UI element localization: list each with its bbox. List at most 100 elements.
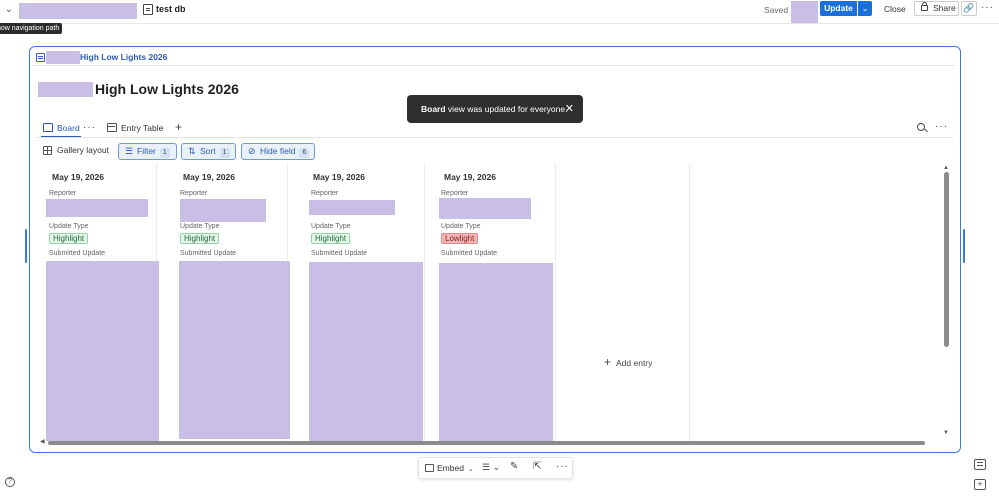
sort-count: 1: [219, 148, 230, 158]
toast-notification: Board view was updated for everyone. ✕: [407, 95, 583, 123]
close-icon[interactable]: ✕: [564, 103, 574, 115]
update-type-badge: Highlight: [311, 233, 351, 244]
sort-label: Sort: [200, 146, 216, 156]
board-column[interactable]: May 19, 2026 Reporter Update Type Highli…: [168, 163, 290, 441]
board-column[interactable]: May 19, 2026 Reporter Update Type Highli…: [305, 163, 425, 441]
toast-text: view was updated for everyone.: [445, 104, 568, 114]
board-column[interactable]: May 19, 2026 Reporter Update Type Lowlig…: [436, 163, 556, 441]
vertical-scrollbar[interactable]: ▲ ▼: [943, 165, 950, 438]
embed-toolbar: Embed ⌄ ☰ ⌄ ✎ ⇱ ···: [418, 457, 573, 479]
update-type-label: Update Type: [441, 223, 481, 230]
more-icon[interactable]: ···: [83, 122, 96, 133]
document-icon: [143, 4, 153, 15]
tab-board-label: Board: [57, 123, 80, 133]
update-button[interactable]: Update: [820, 1, 857, 16]
submitted-update-redacted: [309, 262, 423, 441]
reporter-label: Reporter: [49, 190, 77, 197]
align-icon[interactable]: ☰ ⌄: [482, 462, 501, 472]
board-view: May 19, 2026 Reporter Update Type Highli…: [37, 163, 953, 441]
gallery-layout-button[interactable]: Gallery layout: [43, 143, 109, 160]
embed-button[interactable]: Embed ⌄: [425, 463, 474, 473]
filter-label: Filter: [137, 146, 156, 156]
reporter-redacted: [309, 200, 395, 215]
close-button[interactable]: Close: [884, 4, 906, 14]
filter-count: 1: [159, 148, 170, 158]
table-icon: [107, 123, 117, 132]
reporter-redacted: [439, 198, 531, 219]
breadcrumb-redacted[interactable]: [19, 3, 137, 19]
update-type-label: Update Type: [311, 223, 351, 230]
doc-title: test db: [156, 4, 186, 14]
tab-entry-table-label: Entry Table: [121, 123, 164, 133]
more-icon[interactable]: ···: [935, 121, 948, 132]
frame-title[interactable]: High Low Lights 2026: [80, 52, 168, 62]
resize-handle-right[interactable]: [963, 229, 965, 263]
chevron-down-icon[interactable]: ⌄: [858, 1, 872, 16]
resize-handle-left[interactable]: [25, 229, 27, 263]
edit-icon[interactable]: ✎: [510, 461, 519, 472]
update-type-label: Update Type: [180, 223, 220, 230]
embed-label: Embed: [437, 463, 464, 473]
add-entry-button[interactable]: Add entry: [604, 355, 652, 369]
submitted-update-label: Submitted Update: [311, 250, 368, 257]
comment-icon[interactable]: [974, 459, 986, 470]
add-entry-column: Add entry: [566, 163, 690, 441]
more-icon[interactable]: ···: [981, 2, 994, 13]
submitted-update-redacted: [179, 261, 290, 439]
hide-field-count: 6: [299, 148, 310, 158]
scroll-down-icon[interactable]: ▼: [943, 430, 949, 436]
submitted-update-redacted: [439, 263, 553, 441]
board-column[interactable]: May 19, 2026 Reporter Update Type Highli…: [37, 163, 159, 441]
hide-field-label: Hide field: [260, 146, 296, 156]
add-view-icon[interactable]: +: [175, 120, 183, 134]
scroll-thumb[interactable]: [944, 172, 949, 347]
chevron-down-icon[interactable]: ⌄: [4, 4, 14, 15]
more-icon[interactable]: ···: [556, 461, 569, 472]
reporter-label: Reporter: [311, 190, 339, 197]
page-title-redacted: [38, 82, 93, 97]
grid-icon: [43, 146, 52, 155]
column-date: May 19, 2026: [52, 172, 104, 182]
share-button[interactable]: Share: [914, 1, 959, 16]
reporter-label: Reporter: [441, 190, 469, 197]
top-bar: ⌄ test db Saved Update ⌄ Close Share 🔗 ·…: [0, 0, 999, 24]
embed-icon: [425, 464, 434, 472]
submitted-update-redacted: [46, 261, 159, 441]
navigation-tooltip: how navigation path: [0, 23, 63, 34]
saved-status: Saved: [764, 5, 789, 15]
reporter-redacted: [180, 199, 266, 222]
frame-title-redacted: [46, 51, 80, 64]
tab-entry-table[interactable]: Entry Table: [107, 121, 163, 137]
lock-icon: [921, 2, 928, 11]
hide-field-button[interactable]: ⊘ Hide field 6: [241, 143, 315, 160]
update-type-badge: Lowlight: [441, 233, 479, 244]
horizontal-scrollbar[interactable]: ◀: [40, 439, 940, 446]
avatar[interactable]: [791, 1, 818, 23]
column-date: May 19, 2026: [444, 172, 496, 182]
frame-header: High Low Lights 2026: [33, 50, 955, 66]
filter-icon: ☰: [125, 146, 134, 156]
scroll-up-icon[interactable]: ▲: [943, 165, 949, 171]
update-type-badge: Highlight: [49, 233, 89, 244]
help-icon[interactable]: ?: [5, 477, 15, 487]
open-external-icon[interactable]: ⇱: [533, 461, 542, 472]
sort-button[interactable]: ⇅ Sort 1: [181, 143, 236, 160]
filter-button[interactable]: ☰ Filter 1: [118, 143, 177, 160]
column-date: May 19, 2026: [313, 172, 365, 182]
gallery-layout-label: Gallery layout: [57, 145, 109, 155]
column-date: May 19, 2026: [183, 172, 235, 182]
tab-board[interactable]: Board: [43, 121, 80, 137]
update-type-badge: Highlight: [180, 233, 220, 244]
search-icon[interactable]: [917, 123, 925, 131]
link-icon[interactable]: 🔗: [961, 1, 977, 16]
scroll-thumb[interactable]: [48, 441, 925, 445]
board-icon: [43, 123, 53, 132]
tabs-divider: [37, 137, 953, 138]
page-title: High Low Lights 2026: [95, 81, 239, 97]
share-label: Share: [933, 3, 956, 13]
add-comment-icon[interactable]: +: [974, 479, 986, 490]
submitted-update-label: Submitted Update: [49, 250, 106, 257]
submitted-update-label: Submitted Update: [180, 250, 237, 257]
scroll-left-icon[interactable]: ◀: [40, 439, 45, 445]
sort-icon: ⇅: [188, 146, 196, 156]
